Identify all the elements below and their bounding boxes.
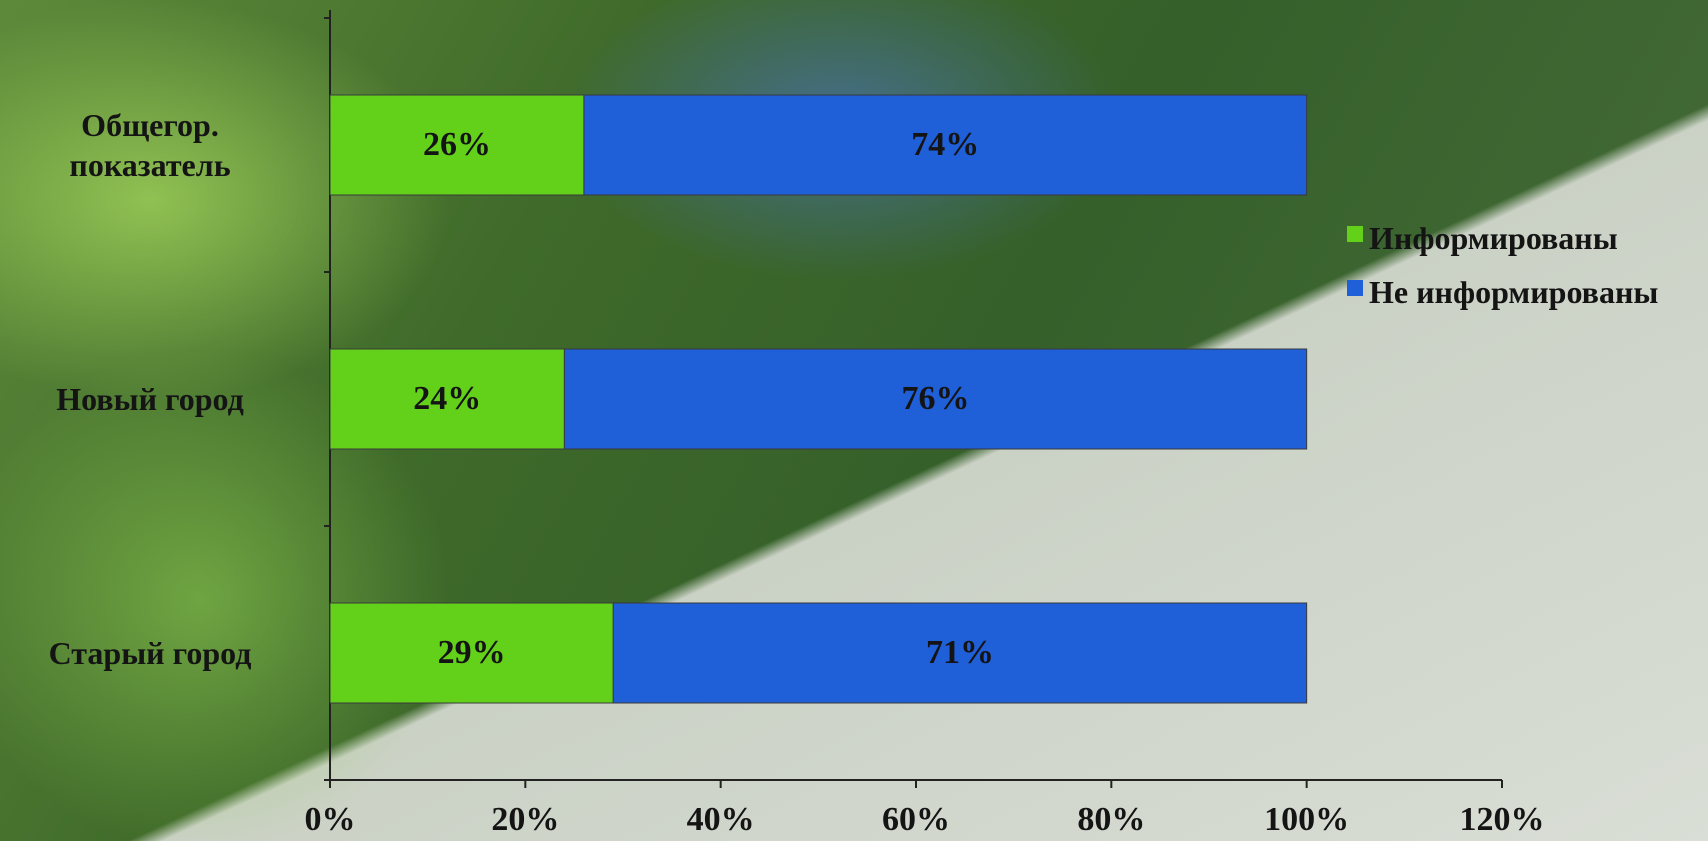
value-label: 26%: [423, 126, 491, 163]
bar-segment: [612, 602, 1308, 704]
bar-segment: [563, 348, 1308, 450]
x-tick-label: 120%: [1460, 801, 1545, 838]
value-label: 76%: [902, 380, 970, 417]
bar-segment: [583, 94, 1308, 196]
bar-segment: [329, 602, 614, 704]
legend-swatch: [1347, 280, 1363, 296]
x-tick-label: 20%: [491, 801, 559, 838]
value-label: 71%: [926, 634, 994, 671]
x-tick-label: 40%: [687, 801, 755, 838]
legend-label: Не информированы: [1369, 274, 1659, 310]
x-tick-label: 80%: [1077, 801, 1145, 838]
category-label: Новый город: [56, 381, 244, 417]
bar-segment: [329, 348, 565, 450]
bar-segment: [329, 94, 585, 196]
category-label: Общегор. показатель: [69, 107, 231, 183]
value-label: 24%: [413, 380, 481, 417]
value-label: 74%: [911, 126, 979, 163]
x-tick-label: 100%: [1264, 801, 1349, 838]
value-label: 29%: [438, 634, 506, 671]
legend-swatch: [1347, 226, 1363, 242]
x-tick-label: 60%: [882, 801, 950, 838]
x-tick-label: 0%: [305, 801, 356, 838]
legend-label: Информированы: [1369, 220, 1618, 256]
category-label: Старый город: [48, 635, 252, 671]
